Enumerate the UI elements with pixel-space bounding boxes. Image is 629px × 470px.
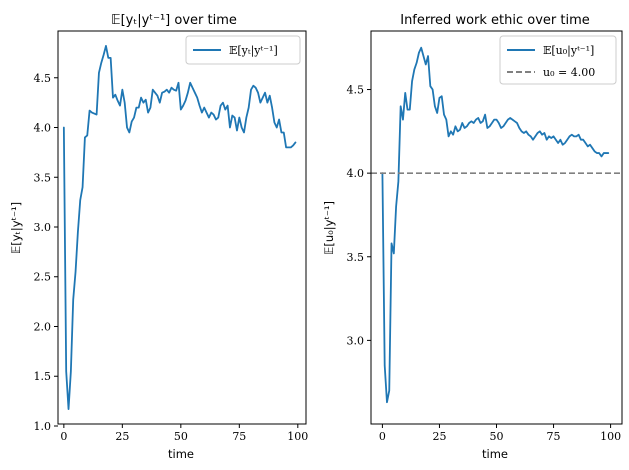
right-x-tick-label: 25 bbox=[432, 430, 446, 443]
right-y-axis-label: 𝔼[u₀|yᵗ⁻¹] bbox=[322, 201, 336, 255]
right-x-tick-label: 100 bbox=[600, 430, 621, 443]
left-x-axis-label: time bbox=[168, 447, 194, 461]
left-x-tick-label: 50 bbox=[174, 430, 188, 443]
right-x-tick-label: 0 bbox=[379, 430, 386, 443]
left-y-tick-label: 1.5 bbox=[34, 370, 52, 383]
right-legend-label-0: 𝔼[u₀|yᵗ⁻¹] bbox=[543, 44, 594, 58]
left-axes-frame bbox=[57, 30, 307, 425]
right-y-tick-label: 4.0 bbox=[347, 167, 365, 180]
left-series-line bbox=[62, 45, 297, 410]
right-y-tick-label: 3.0 bbox=[347, 334, 365, 347]
left-y-tick-label: 1.0 bbox=[34, 420, 52, 433]
left-y-tick-label: 2.5 bbox=[34, 271, 52, 284]
left-y-tick-label: 4.0 bbox=[34, 122, 52, 135]
left-y-tick-label: 3.5 bbox=[34, 171, 52, 184]
left-x-tick-label: 100 bbox=[287, 430, 308, 443]
subplot-right: Inferred work ethic over time 0 25 50 75 100… bbox=[322, 13, 623, 461]
right-x-axis-label: time bbox=[482, 447, 508, 461]
left-legend-label: 𝔼[yₜ|yᵗ⁻¹] bbox=[229, 44, 278, 58]
left-y-axis-label: 𝔼[yₜ|yᵗ⁻¹] bbox=[9, 202, 23, 254]
left-y-tick-label: 4.5 bbox=[34, 72, 52, 85]
right-x-tick-label: 75 bbox=[547, 430, 561, 443]
subplot-left: 𝔼[yₜ|yᵗ⁻¹] over time 0 25 50 75 100 1.0 1.5 2.0… bbox=[9, 13, 308, 461]
right-x-tick-label: 50 bbox=[490, 430, 504, 443]
left-y-tick-label: 2.0 bbox=[34, 320, 52, 333]
left-y-tick-label: 3.0 bbox=[34, 221, 52, 234]
left-plot-title: 𝔼[yₜ|yᵗ⁻¹] over time bbox=[111, 13, 237, 28]
left-legend: 𝔼[yₜ|yᵗ⁻¹] bbox=[185, 35, 301, 65]
left-x-tick-label: 75 bbox=[232, 430, 246, 443]
right-plot-title: Inferred work ethic over time bbox=[400, 13, 590, 28]
left-x-tick-label: 0 bbox=[60, 430, 67, 443]
right-legend-label-1: u₀ = 4.00 bbox=[543, 66, 595, 79]
right-series-line bbox=[381, 46, 610, 404]
right-axes-frame bbox=[370, 30, 623, 425]
left-legend-box bbox=[185, 35, 301, 65]
right-legend: 𝔼[u₀|yᵗ⁻¹] u₀ = 4.00 bbox=[499, 35, 617, 85]
right-y-tick-label: 3.5 bbox=[347, 251, 365, 264]
right-y-tick-label: 4.5 bbox=[347, 84, 365, 97]
left-x-tick-label: 25 bbox=[115, 430, 129, 443]
